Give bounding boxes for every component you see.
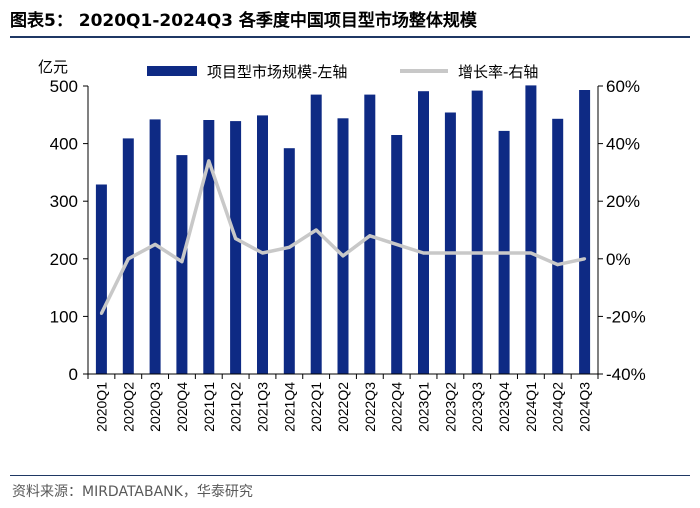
bar-2022Q1 <box>310 94 322 374</box>
growth-point-2024Q1 <box>529 251 533 255</box>
growth-point-2024Q3 <box>583 257 587 261</box>
bar-2021Q4 <box>283 148 295 374</box>
growth-point-2022Q2 <box>341 254 345 258</box>
left-tick-label-500: 500 <box>50 77 78 96</box>
bar-2020Q3 <box>149 119 161 375</box>
bar-2022Q2 <box>337 118 349 374</box>
bar-2024Q1 <box>525 85 537 375</box>
bar-2020Q1 <box>95 184 107 374</box>
legend-swatch-bar <box>147 66 197 76</box>
x-tick-label-2021Q1: 2021Q1 <box>201 382 217 432</box>
right-tick-label-4: 40% <box>606 135 640 154</box>
bar-2023Q1 <box>418 91 429 374</box>
growth-point-2023Q2 <box>448 251 452 255</box>
x-tick-label-2022Q4: 2022Q4 <box>389 382 405 432</box>
x-tick-label-2023Q1: 2023Q1 <box>416 382 432 432</box>
growth-point-2020Q3 <box>153 242 157 246</box>
growth-point-2021Q3 <box>261 251 264 255</box>
left-tick-label-0: 0 <box>69 365 78 384</box>
x-tick-label-2023Q2: 2023Q2 <box>442 382 458 432</box>
x-tick-label-2021Q2: 2021Q2 <box>228 382 244 432</box>
bar-series <box>95 85 591 375</box>
x-tick-label-2024Q1: 2024Q1 <box>523 382 539 432</box>
x-tick-label-2022Q3: 2022Q3 <box>362 382 378 432</box>
left-axis-ticks: 0 100 200 300 400 500 <box>50 77 88 384</box>
growth-point-2021Q4 <box>287 245 291 249</box>
bar-2024Q2 <box>552 118 564 374</box>
growth-point-2022Q3 <box>368 234 372 238</box>
left-tick-label-200: 200 <box>50 250 78 269</box>
bar-2021Q3 <box>257 115 268 375</box>
bar-2022Q4 <box>391 135 403 374</box>
bar-2024Q3 <box>579 90 591 374</box>
x-tick-label-2024Q3: 2024Q3 <box>577 382 593 432</box>
chart-title: 图表5： 2020Q1-2024Q3 各季度中国项目型市场整体规模 <box>10 11 477 31</box>
x-tick-label-2020Q3: 2020Q3 <box>147 382 163 432</box>
growth-point-2021Q2 <box>234 237 238 241</box>
right-tick-label-0: -40% <box>606 365 646 384</box>
x-tick-label-2022Q2: 2022Q2 <box>335 382 351 432</box>
bar-2021Q2 <box>230 121 242 374</box>
growth-point-2023Q1 <box>422 251 425 255</box>
y-axis-unit: 亿元 <box>38 58 68 76</box>
growth-point-2024Q2 <box>556 263 560 267</box>
bar-2020Q4 <box>176 155 188 374</box>
bar-2023Q2 <box>444 112 456 374</box>
growth-point-2020Q4 <box>180 260 184 264</box>
left-tick-label-400: 400 <box>50 135 78 154</box>
growth-point-2021Q1 <box>207 159 211 163</box>
x-tick-label-2024Q2: 2024Q2 <box>550 382 566 432</box>
growth-point-2023Q3 <box>475 251 479 255</box>
growth-point-2023Q4 <box>502 251 506 255</box>
left-tick-label-100: 100 <box>50 307 78 326</box>
x-tick-label-2021Q4: 2021Q4 <box>281 382 297 432</box>
x-tick-label-2021Q3: 2021Q3 <box>254 382 270 432</box>
source-note: 资料来源：MIRDATABANK，华泰研究 <box>12 484 253 500</box>
x-tick-label-2023Q4: 2023Q4 <box>496 382 512 432</box>
right-tick-label-2: 0% <box>606 250 631 269</box>
bar-2023Q3 <box>471 90 483 374</box>
axes <box>87 86 599 375</box>
source-divider <box>10 475 690 476</box>
bar-2020Q2 <box>122 138 134 374</box>
bar-2021Q1 <box>203 120 215 374</box>
x-tick-label-2020Q2: 2020Q2 <box>120 382 136 432</box>
line-series <box>99 159 587 315</box>
x-tick-label-2023Q3: 2023Q3 <box>469 382 485 432</box>
growth-point-2022Q1 <box>314 228 318 232</box>
right-tick-label-1: -20% <box>606 307 646 326</box>
legend: 项目型市场规模-左轴 增长率-右轴 <box>147 63 538 81</box>
right-tick-label-5: 60% <box>606 77 640 96</box>
chart: 项目型市场规模-左轴 增长率-右轴 亿元 0 100 200 300 400 500 -4… <box>38 58 646 432</box>
x-tick-label-2022Q1: 2022Q1 <box>308 382 324 432</box>
right-tick-label-3: 20% <box>606 192 640 211</box>
growth-point-2022Q4 <box>395 242 399 246</box>
x-tick-label-2020Q1: 2020Q1 <box>93 382 109 432</box>
right-axis-ticks: -40% -20% 0% 20% 40% 60% <box>598 77 646 384</box>
x-axis-ticks: 2020Q1 2020Q2 2020Q3 2020Q4 2021Q1 2021Q2 2021… <box>87 374 599 432</box>
left-tick-label-300: 300 <box>50 192 78 211</box>
growth-point-2020Q2 <box>126 257 130 261</box>
growth-point-2020Q1 <box>99 312 103 315</box>
title-divider <box>10 36 690 38</box>
legend-label-line: 增长率-右轴 <box>458 63 538 81</box>
legend-label-bar: 项目型市场规模-左轴 <box>207 63 347 81</box>
x-tick-label-2020Q4: 2020Q4 <box>174 382 190 432</box>
